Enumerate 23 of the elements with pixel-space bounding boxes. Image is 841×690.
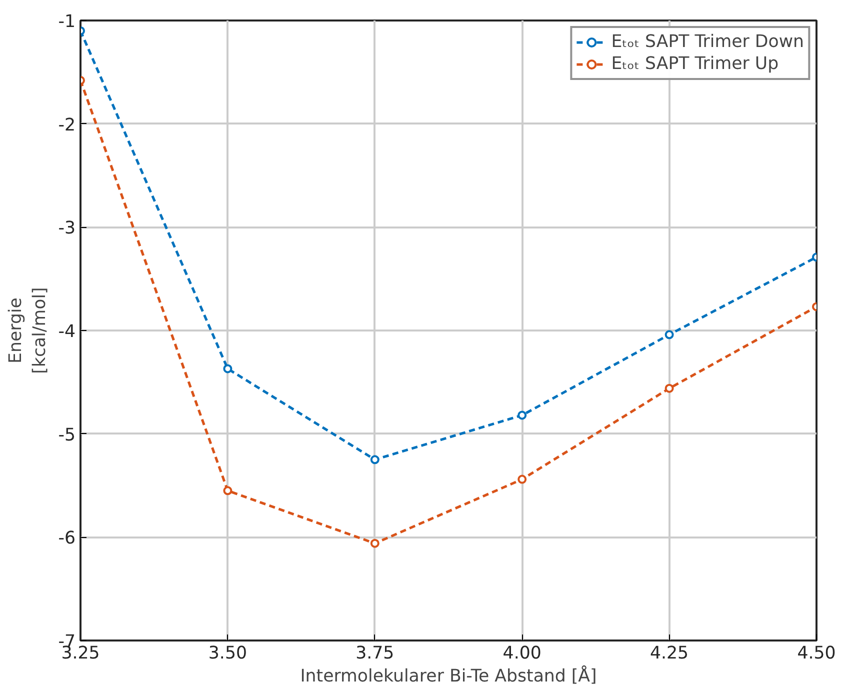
legend-label: Eₜₒₜ SAPT Trimer Down	[611, 32, 804, 52]
point	[370, 455, 380, 464]
point	[664, 384, 674, 393]
x-tick-label: 4.00	[502, 644, 542, 664]
y-tick-label: -6	[58, 528, 76, 549]
y-tick-label: -3	[58, 218, 76, 239]
x-tick-label: 4.50	[797, 644, 836, 664]
x-axis-title: Intermolekularer Bi-Te Abstand [Å]	[300, 664, 597, 686]
x-tick-label: 4.25	[650, 644, 689, 664]
point	[223, 364, 232, 374]
y-tick-label: -5	[58, 425, 76, 446]
point	[223, 486, 232, 496]
y-tick-label: -1	[58, 12, 76, 32]
y-tick-label: -4	[58, 322, 76, 342]
x-tick-label: 3.75	[356, 644, 394, 664]
y-tick-label: -2	[58, 115, 76, 136]
x-tick-label: 3.50	[208, 644, 248, 664]
point	[518, 410, 527, 420]
point	[370, 538, 380, 548]
point	[664, 330, 674, 340]
legend-label: Eₜₒₜ SAPT Trimer Up	[611, 54, 779, 74]
point	[518, 474, 527, 484]
y-axis-title: Energie [kcal/mol]	[6, 287, 50, 374]
